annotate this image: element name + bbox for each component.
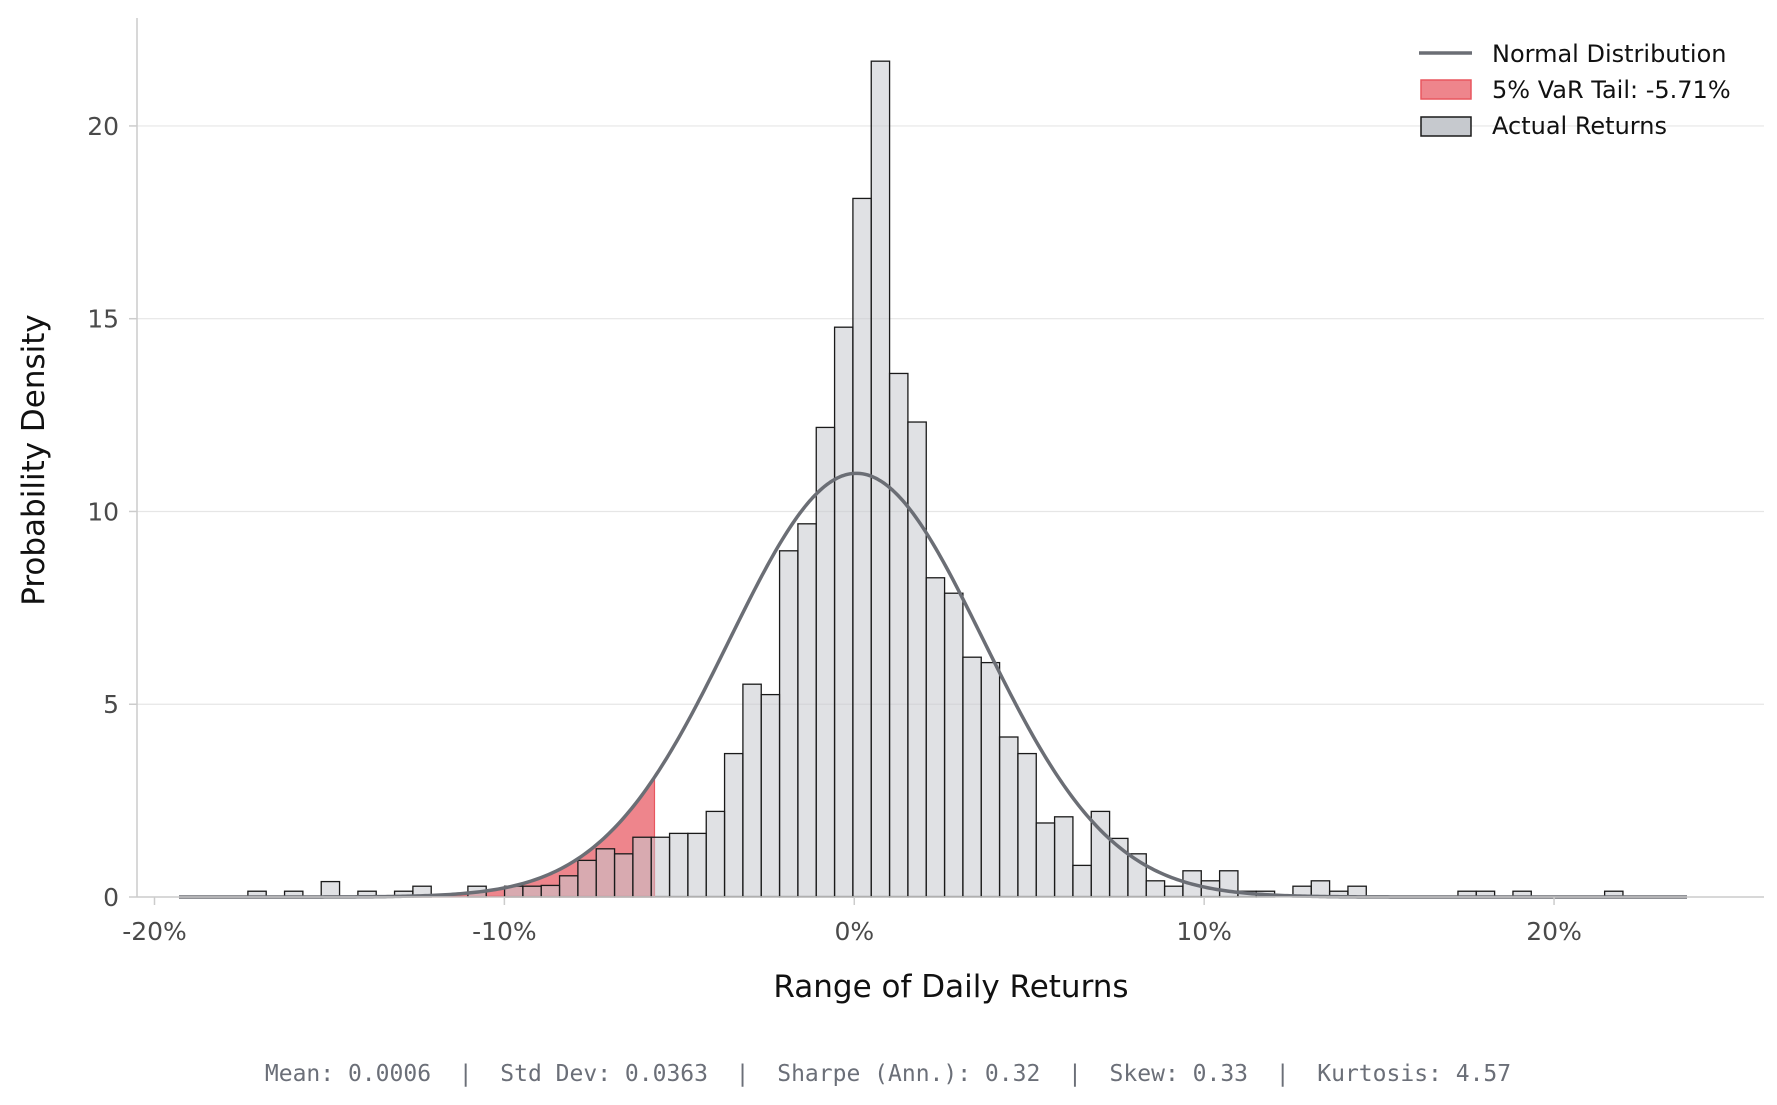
histogram-bar xyxy=(632,836,652,898)
histogram-bar xyxy=(980,661,1001,898)
histogram-bar xyxy=(833,326,854,898)
x-axis-label: Range of Daily Returns xyxy=(773,969,1128,1005)
histogram-bar xyxy=(907,421,927,898)
y-tick-label: 20 xyxy=(87,112,119,141)
y-tick-label: 10 xyxy=(87,497,119,526)
histogram-bar xyxy=(888,372,909,898)
histogram-bar xyxy=(797,523,817,898)
x-tick-label: -10% xyxy=(472,917,537,946)
histogram-bar xyxy=(613,853,634,898)
histogram-bar xyxy=(1053,816,1074,898)
y-axis-label: Probability Density xyxy=(16,314,52,606)
histogram-bar xyxy=(595,848,616,898)
histogram-bar xyxy=(1145,880,1166,898)
histogram-bar xyxy=(1035,822,1056,898)
histogram-bar xyxy=(558,875,579,898)
histogram-bar xyxy=(522,885,542,898)
legend-bar-swatch xyxy=(1420,116,1472,137)
histogram-bar xyxy=(1017,752,1037,898)
histogram-bar xyxy=(1072,864,1092,898)
y-tick-label: 0 xyxy=(103,883,119,912)
histogram-bar xyxy=(320,880,341,898)
x-tick-label: 0% xyxy=(834,917,874,946)
stats-summary: Mean: 0.0006 | Std Dev: 0.0363 | Sharpe … xyxy=(265,1061,1511,1087)
histogram-bar xyxy=(705,810,726,898)
histogram-bar xyxy=(962,656,982,898)
legend-label-normal: Normal Distribution xyxy=(1492,40,1726,68)
x-tick-label: -20% xyxy=(122,917,187,946)
histogram-bar xyxy=(1310,880,1331,898)
histogram-bar xyxy=(577,859,597,898)
tick-labels: 0 5 10 15 20 -20% -10% 0% 10% 20% xyxy=(87,112,1582,946)
histogram-bar xyxy=(943,592,964,898)
histogram-bar xyxy=(687,832,707,898)
histogram-bar xyxy=(815,426,836,898)
histogram-bar xyxy=(778,550,799,898)
y-tick-label: 5 xyxy=(103,690,119,719)
histogram-bar xyxy=(760,693,781,898)
histogram-bar xyxy=(650,836,671,898)
y-tick-label: 15 xyxy=(87,305,119,334)
x-tick-label: 10% xyxy=(1176,917,1232,946)
axes xyxy=(129,18,1764,905)
histogram-bar xyxy=(723,752,744,898)
x-tick-label: 20% xyxy=(1526,917,1582,946)
legend: Normal Distribution 5% VaR Tail: -5.71% … xyxy=(1419,40,1731,140)
histogram-bar xyxy=(668,832,689,898)
histogram-bar xyxy=(998,736,1019,898)
histogram-bar xyxy=(742,683,762,898)
histogram-bar xyxy=(852,197,872,898)
histogram-bar xyxy=(540,884,561,898)
legend-label-var: 5% VaR Tail: -5.71% xyxy=(1492,76,1731,104)
legend-var-swatch xyxy=(1420,79,1472,100)
histogram-bars xyxy=(247,60,1624,898)
legend-label-actual: Actual Returns xyxy=(1492,112,1667,140)
histogram-bar xyxy=(925,577,946,898)
histogram-bar xyxy=(1163,885,1184,898)
